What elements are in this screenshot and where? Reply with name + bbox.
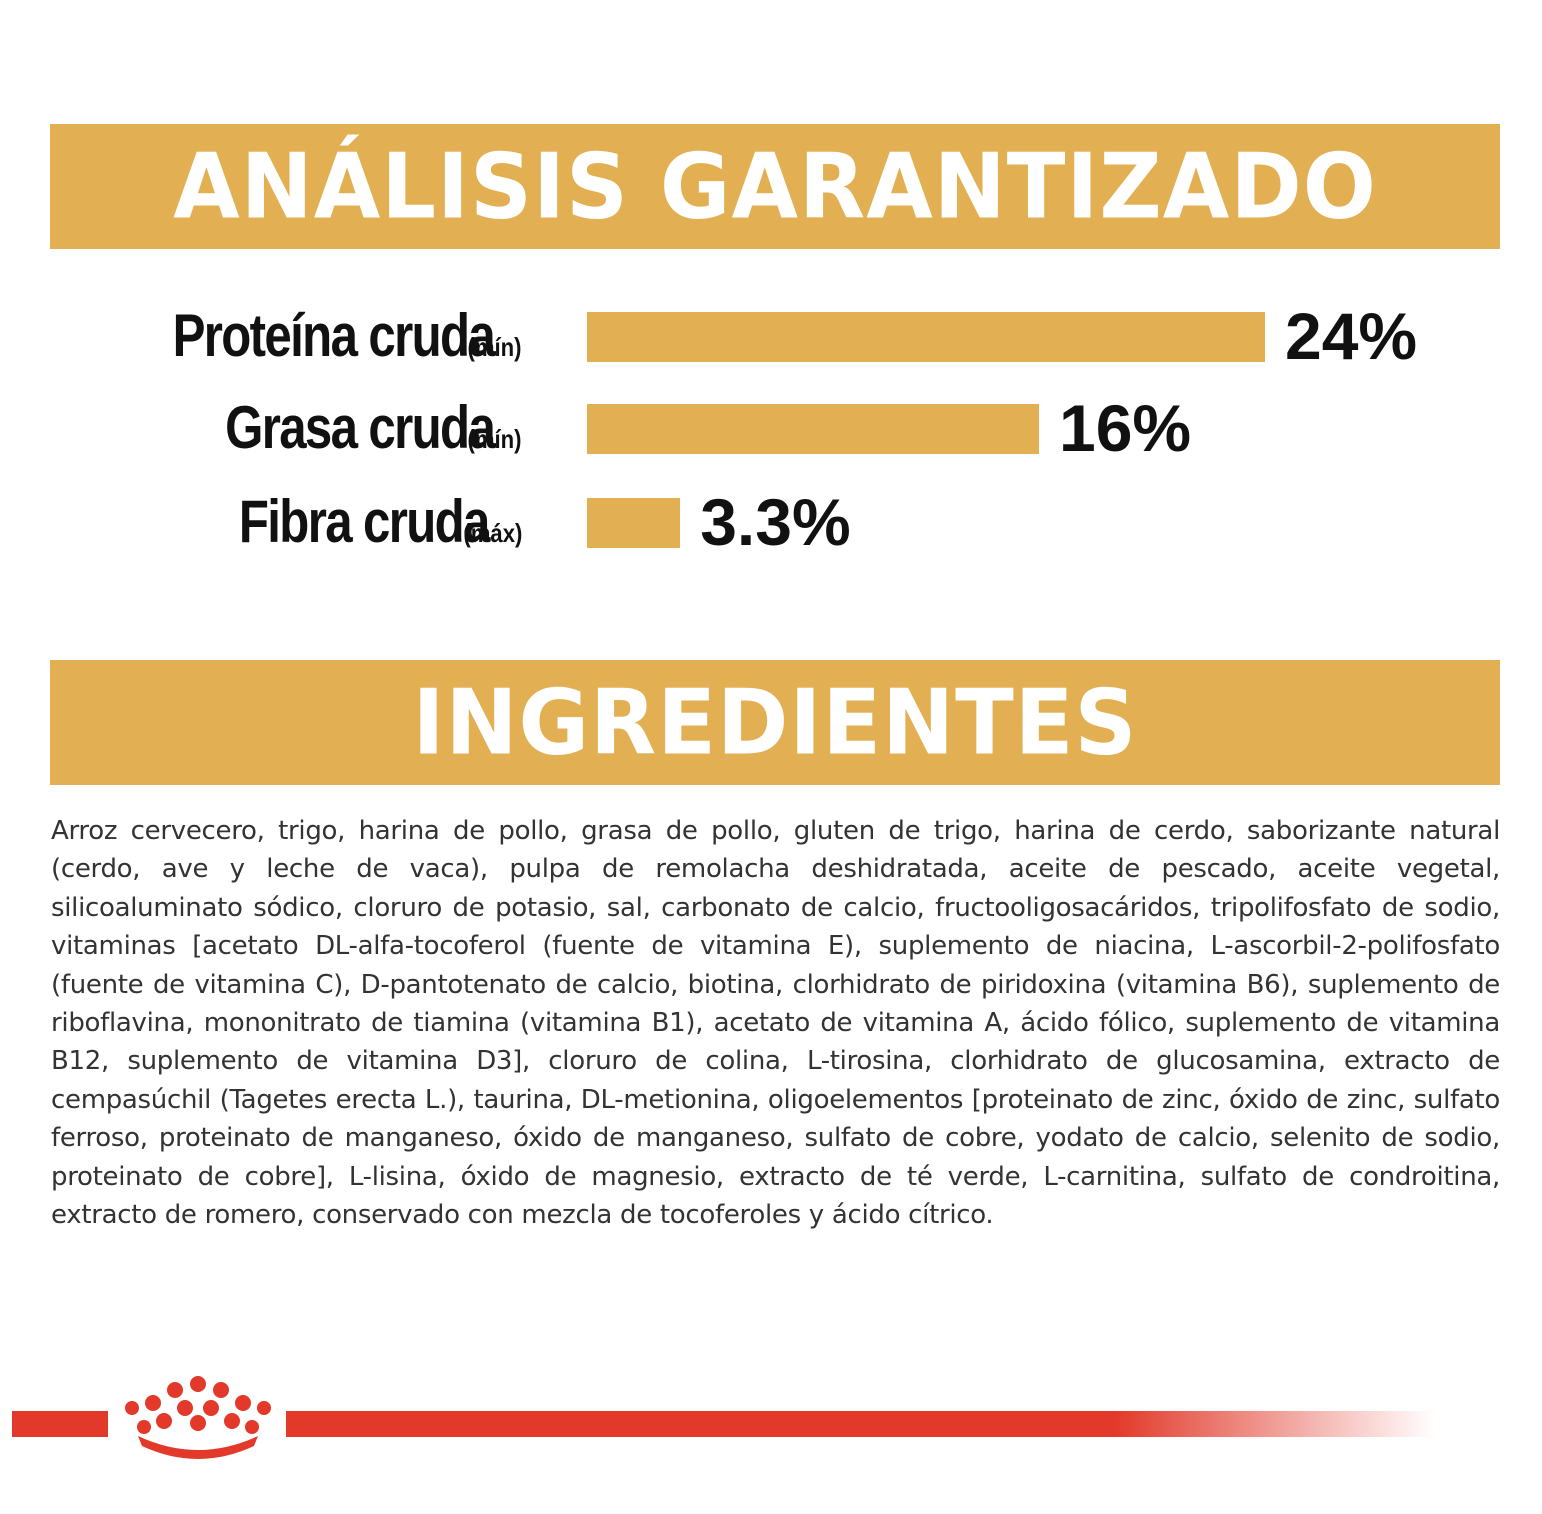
ingredients-banner: INGREDIENTES [50, 660, 1500, 785]
nutrient-label: Fibra cruda (máx) [184, 492, 522, 552]
nutrient-qualifier: (máx) [463, 518, 522, 548]
nutrient-value: 3.3% [700, 485, 851, 559]
analysis-title: ANÁLISIS GARANTIZADO [173, 134, 1377, 239]
nutrient-value: 16% [1059, 391, 1192, 465]
nutrient-label: Grasa cruda (mín) [166, 398, 522, 458]
ingredients-title: INGREDIENTES [412, 670, 1138, 775]
nutrient-bar [587, 404, 1039, 454]
nutrient-row-protein: Proteína cruda (mín) 24% [0, 299, 1542, 373]
nutrient-name: Proteína cruda [172, 302, 496, 369]
nutrient-name: Grasa cruda [225, 394, 496, 461]
nutrient-label: Proteína cruda (mín) [102, 306, 522, 366]
royal-canin-crown-icon [125, 1376, 271, 1459]
nutrient-name: Fibra cruda [238, 488, 491, 555]
nutrient-row-fiber: Fibra cruda (máx) 3.3% [0, 485, 1542, 559]
nutrient-bar [587, 312, 1265, 362]
nutrient-value: 24% [1285, 299, 1418, 373]
ingredients-text: Arroz cervecero, trigo, harina de pollo,… [51, 816, 1500, 1231]
nutrient-bar [587, 498, 681, 548]
footer-red-line-right [286, 1411, 1436, 1437]
nutrient-qualifier: (mín) [467, 332, 522, 362]
nutrient-qualifier: (mín) [467, 424, 522, 454]
footer-red-line-left [12, 1411, 108, 1437]
analysis-banner: ANÁLISIS GARANTIZADO [50, 124, 1500, 249]
nutrient-row-fat: Grasa cruda (mín) 16% [0, 391, 1542, 465]
